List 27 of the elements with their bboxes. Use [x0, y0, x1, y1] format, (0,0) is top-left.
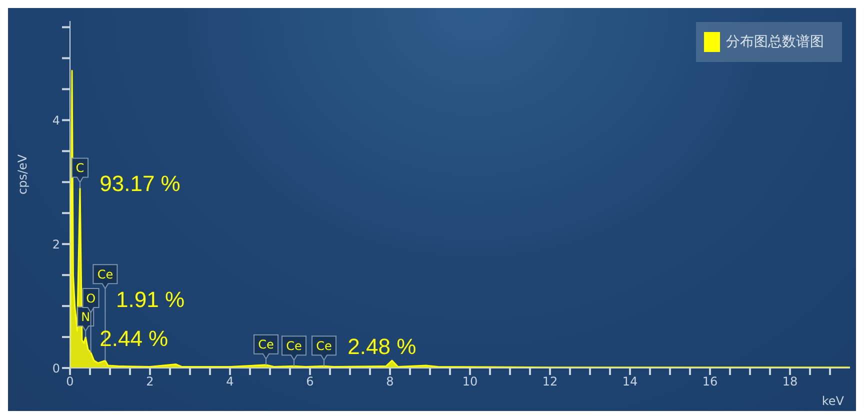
y-tick-label: 2: [52, 237, 60, 252]
annotation: C: [76, 161, 84, 176]
annotation: Ce: [258, 338, 274, 352]
x-axis-title: keV: [822, 394, 845, 408]
x-tick-label: 0: [66, 374, 74, 389]
annotation: N: [81, 310, 90, 324]
x-tick-label: 4: [226, 374, 234, 389]
legend-label: 分布图总数谱图: [726, 33, 824, 51]
y-tick-label: 0: [52, 361, 60, 376]
x-tick-label: 10: [462, 374, 478, 389]
x-tick-label: 12: [542, 374, 558, 389]
x-tick-label: 8: [386, 374, 394, 389]
x-tick-label: 16: [702, 374, 718, 389]
x-tick-label: 6: [306, 374, 314, 389]
x-tick-label: 14: [622, 374, 638, 389]
y-axis-title: cps/eV: [15, 154, 30, 194]
x-tick-label: 2: [146, 374, 154, 389]
annotation: 2.44 %: [100, 324, 168, 352]
annotation: 93.17 %: [100, 170, 180, 198]
x-tick-label: 18: [782, 374, 798, 389]
y-tick-label: 4: [52, 113, 60, 128]
annotation: Ce: [97, 267, 114, 282]
annotation: O: [86, 291, 96, 306]
annotation: 1.91 %: [116, 286, 185, 314]
annotation: Ce: [316, 338, 332, 353]
annotation: 2.48 %: [348, 333, 416, 362]
annotation: Ce: [286, 338, 302, 353]
